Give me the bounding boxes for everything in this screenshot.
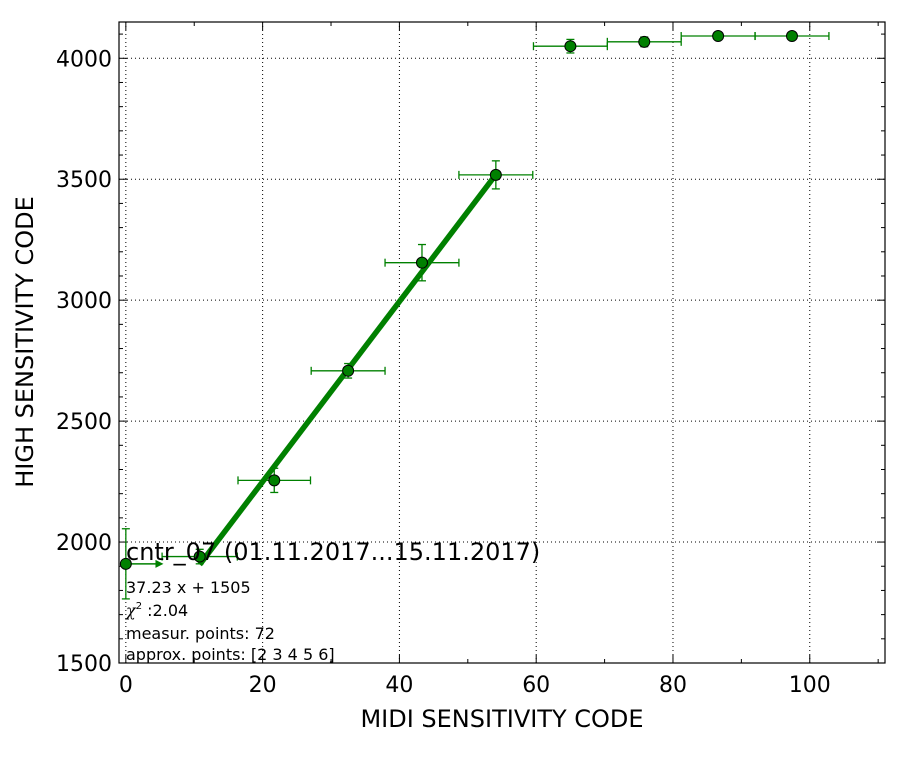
plot-frame (118, 21, 886, 664)
data-point (712, 30, 725, 43)
data-point (342, 364, 355, 377)
grid (119, 22, 885, 663)
tick-labels: 0 20 40 60 80 100 1500 2000 2500 3000 3500 4000 (56, 47, 831, 698)
y-axis-label: HIGH SENSITIVITY CODE (11, 196, 39, 488)
y-tick-label: 2000 (56, 531, 112, 556)
x-tick-label: 20 (249, 673, 277, 698)
arrow-head (155, 559, 164, 568)
y-tick-label: 3000 (56, 289, 112, 314)
annotation-equation: 37.23 x + 1505 (126, 578, 251, 597)
annotation-chi2: χ2 :2.04 (125, 601, 188, 620)
y-tick-label: 2500 (56, 410, 112, 435)
data-point (193, 550, 206, 563)
error-bars (121, 32, 830, 600)
annotation-approx-points: approx. points: [2 3 4 5 6] (126, 645, 335, 664)
chi2-value: :2.04 (142, 601, 188, 620)
annotation-measur-points: measur. points: 72 (126, 624, 275, 643)
y-tick-label: 3500 (56, 168, 112, 193)
annotation-title: cntr_07 (01.11.2017...15.11.2017) (126, 538, 540, 566)
y-tick-label: 1500 (56, 652, 112, 677)
x-tick-label: 80 (659, 673, 687, 698)
x-tick-label: 100 (789, 673, 831, 698)
x-tick-label: 60 (522, 673, 550, 698)
chi2-symbol: χ (125, 601, 137, 620)
data-point (119, 557, 132, 570)
data-points (119, 30, 798, 570)
annotation-block: cntr_07 (01.11.2017...15.11.2017) 37.23 … (125, 538, 540, 664)
data-point (785, 30, 798, 43)
data-point (489, 168, 502, 181)
data-point (268, 474, 281, 487)
x-axis-label: MIDI SENSITIVITY CODE (360, 705, 643, 733)
y-tick-label: 4000 (56, 47, 112, 72)
data-point (564, 40, 577, 53)
chi2-exponent: 2 (136, 601, 142, 612)
x-tick-label: 0 (119, 673, 133, 698)
ticks (119, 22, 885, 664)
x-tick-label: 40 (385, 673, 413, 698)
data-point (415, 256, 428, 269)
data-point (638, 35, 651, 48)
